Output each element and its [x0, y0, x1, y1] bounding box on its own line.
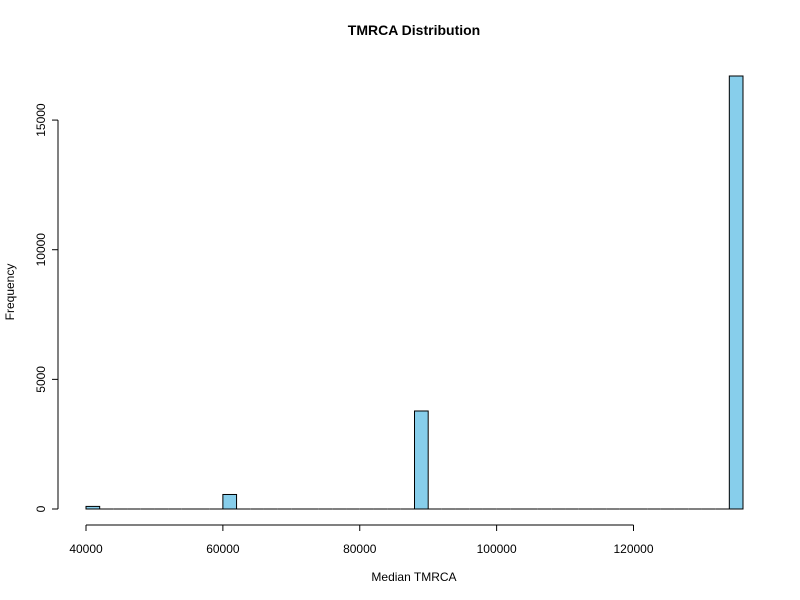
histogram-bar — [222, 493, 238, 510]
chart-title: TMRCA Distribution — [348, 22, 480, 38]
y-tick-label: 0 — [34, 505, 48, 512]
x-tick-label: 100000 — [477, 542, 517, 556]
y-axis: 0 5000 10000 15000 — [34, 103, 59, 512]
x-tick-label: 40000 — [69, 542, 103, 556]
plot-area — [85, 75, 744, 510]
y-tick-label: 10000 — [34, 233, 48, 267]
x-tick-label: 60000 — [206, 542, 240, 556]
x-tick-label: 80000 — [343, 542, 377, 556]
histogram-bar — [414, 410, 429, 510]
x-tick-label: 120000 — [613, 542, 653, 556]
x-axis: 40000 60000 80000 100000 120000 — [69, 524, 654, 556]
histogram-bar — [728, 75, 744, 510]
histogram-bar — [85, 505, 101, 510]
y-axis-label: Frequency — [3, 264, 17, 321]
y-tick-label: 15000 — [34, 103, 48, 137]
y-tick-label: 5000 — [34, 366, 48, 393]
x-axis-label: Median TMRCA — [371, 570, 456, 584]
